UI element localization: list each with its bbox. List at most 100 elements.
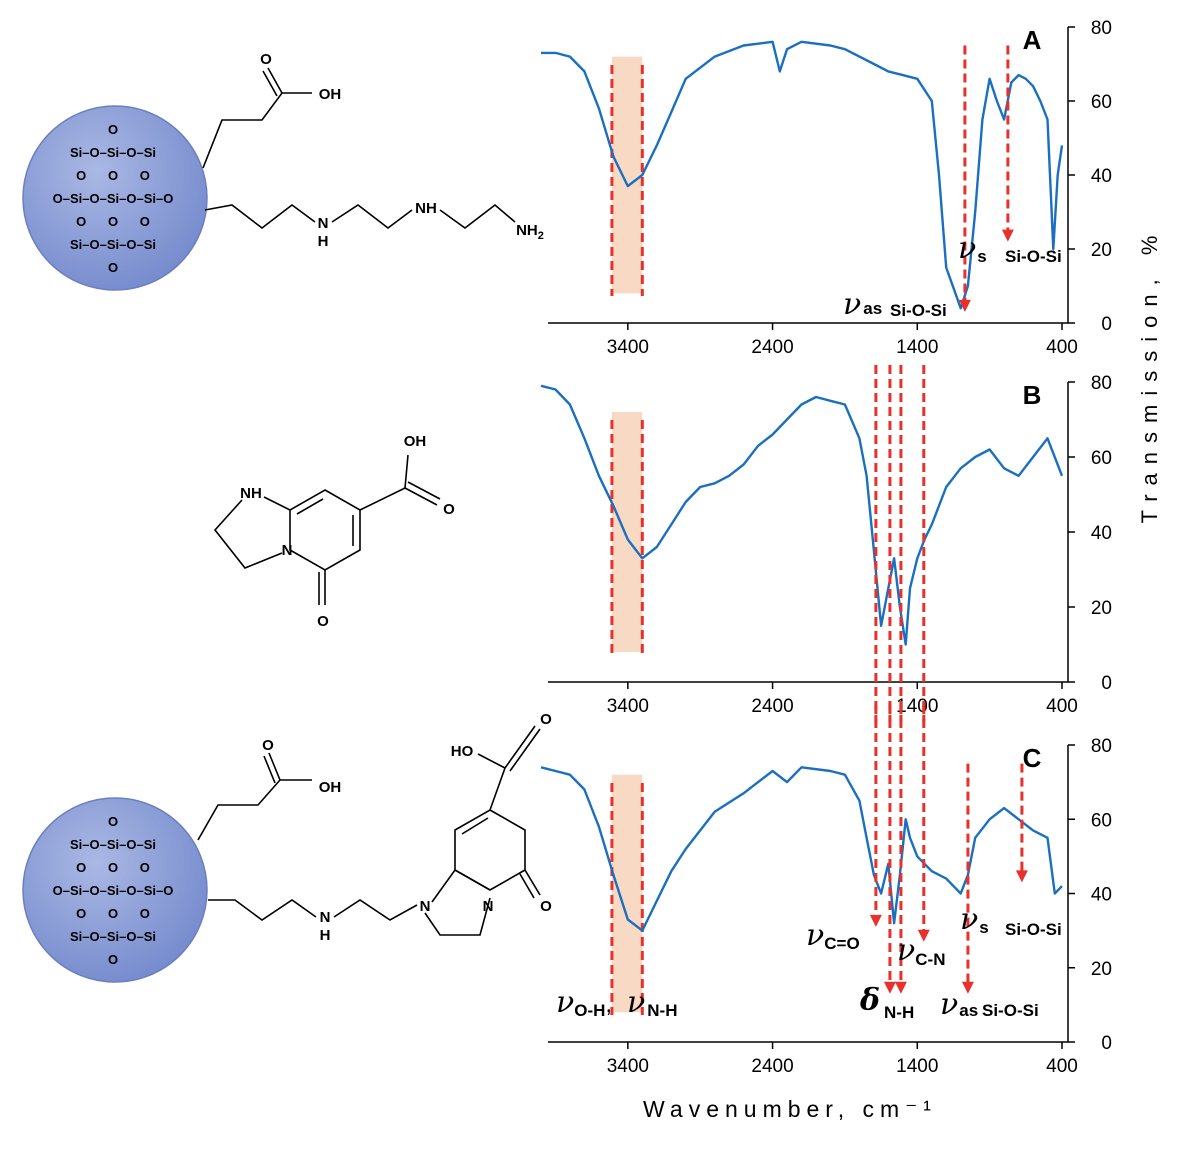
silica-row: Si–O–Si–O–Si xyxy=(70,237,156,252)
atom-label: N xyxy=(420,898,431,915)
annotation: Si-O-Si xyxy=(890,301,947,320)
annotation-symbol: ν xyxy=(627,985,645,1020)
silica-row: O O O xyxy=(76,168,150,183)
x-tick-label: 2400 xyxy=(751,696,793,717)
y-tick-label: 60 xyxy=(1091,810,1112,831)
atom-label: NH xyxy=(240,485,262,502)
silica-row: O xyxy=(108,122,118,137)
y-tick-label: 60 xyxy=(1091,92,1112,113)
annotation: νC-N xyxy=(897,933,945,969)
structure-hybrid-silica: O Si–O–Si–O–Si O O O O–Si–O–Si–O–Si–O O … xyxy=(22,711,552,983)
panel-label: C xyxy=(1023,743,1042,773)
atom-label: N xyxy=(483,898,494,915)
atom-label: OH xyxy=(319,779,342,796)
annotation: νs xyxy=(960,902,989,937)
annotation: Si-O-Si xyxy=(982,1001,1039,1020)
marker-arrowhead xyxy=(961,981,974,994)
spectrum-line xyxy=(540,384,1064,646)
atom-subscript: 2 xyxy=(538,230,544,242)
x-tick-label: 3400 xyxy=(607,696,649,717)
atom-label: HO xyxy=(451,743,474,760)
y-tick-label: 20 xyxy=(1091,598,1112,619)
silica-row: O xyxy=(108,814,118,829)
annotation: ν N-H xyxy=(627,985,677,1020)
silica-row: Si–O–Si–O–Si xyxy=(70,145,156,160)
y-tick-label: 0 xyxy=(1101,314,1112,335)
silica-row: O xyxy=(108,952,118,967)
atom-label: H xyxy=(318,233,329,250)
atom-label: OH xyxy=(404,433,427,450)
silica-row: O O O xyxy=(76,860,150,875)
annotation: δ N-H xyxy=(859,983,914,1022)
atom-label: NH xyxy=(516,222,538,239)
highlight-band xyxy=(611,774,643,1013)
y-tick-label: 80 xyxy=(1091,736,1112,757)
atom-label: O xyxy=(317,613,329,630)
x-axis-title: Wavenumber, cm⁻¹ xyxy=(643,1096,937,1122)
atom-label: NH2 xyxy=(516,222,544,242)
annotation-symbol: ν xyxy=(806,918,824,953)
highlight-band xyxy=(611,56,643,294)
marker-arrowhead xyxy=(917,929,930,942)
highlight-band xyxy=(611,412,643,652)
structure-imidazopyridone: OH O NH N O xyxy=(213,433,455,630)
y-tick-label: 20 xyxy=(1091,959,1112,980)
annotation-sub: s xyxy=(979,918,988,937)
annotation: Si-O-Si xyxy=(1005,247,1062,266)
atom-label: O xyxy=(540,711,552,728)
silica-row: Si–O–Si–O–Si xyxy=(70,929,156,944)
annotation-symbol: ν xyxy=(958,231,976,266)
annotation-sub: O-H xyxy=(574,1001,605,1020)
x-tick-label: 3400 xyxy=(607,1056,649,1077)
y-tick-label: 40 xyxy=(1091,166,1112,187)
annotation-sub: s xyxy=(977,247,986,266)
annotation-symbol: ν xyxy=(556,985,574,1020)
silica-row: O xyxy=(108,260,118,275)
x-tick-label: 1400 xyxy=(896,337,938,358)
marker-arrowhead xyxy=(958,299,971,312)
y-tick-label: 0 xyxy=(1101,1033,1112,1054)
atom-label: O xyxy=(262,737,274,754)
panel: 3400 2400 1400 400 0 20 40 60 80 C xyxy=(540,705,1112,1077)
annotations-a: ν as Si-O-Si νs Si-O-Si xyxy=(843,231,1062,322)
atom-label: N xyxy=(320,909,331,926)
silica-row: Si–O–Si–O–Si xyxy=(70,837,156,852)
marker-arrowhead xyxy=(894,981,907,994)
annotation: νC=O xyxy=(806,918,860,953)
marker-arrowhead xyxy=(1001,229,1014,242)
atom-label: N xyxy=(282,542,293,559)
atom-label: O xyxy=(540,898,552,915)
y-tick-label: 60 xyxy=(1091,448,1112,469)
x-tick-label: 400 xyxy=(1046,696,1078,717)
y-tick-label: 80 xyxy=(1091,18,1112,39)
atom-label: O xyxy=(443,501,455,518)
annotation-sub: as xyxy=(959,1001,978,1020)
annotation: νas xyxy=(940,987,978,1022)
x-tick-label: 3400 xyxy=(607,337,649,358)
annotation: νO-H, xyxy=(556,985,612,1020)
x-tick-label: 400 xyxy=(1046,337,1078,358)
x-tick-label: 1400 xyxy=(896,696,938,717)
spectrum-line xyxy=(541,40,1064,310)
x-tick-label: 400 xyxy=(1046,1056,1078,1077)
atom-label: N xyxy=(318,215,329,232)
y-tick-label: 40 xyxy=(1091,523,1112,544)
annotation-symbol: ν xyxy=(897,933,915,968)
silica-row: O O O xyxy=(76,906,150,921)
annotations-c: νO-H, ν N-H νC=O δ N-H νC-N νs Si-O-Si νas… xyxy=(556,902,1062,1022)
x-tick-label: 2400 xyxy=(751,1056,793,1077)
annotation-comma: , xyxy=(605,991,612,1018)
panel: 3400 2400 1400 400 0 20 40 60 80 A xyxy=(541,18,1112,358)
y-axis-title: Transmission, % xyxy=(1137,227,1162,524)
silica-row: O O O xyxy=(76,214,150,229)
annotation: νs xyxy=(958,231,987,266)
annotation-sub: C-N xyxy=(915,950,945,969)
y-tick-label: 80 xyxy=(1091,373,1112,394)
marker-arrowhead xyxy=(883,981,896,994)
panel: 3400 2400 1400 400 0 20 40 60 80 B xyxy=(540,365,1112,722)
marker-arrowhead xyxy=(1015,870,1028,883)
annotation-symbol: δ xyxy=(859,983,880,1018)
panel-label: A xyxy=(1023,25,1042,55)
marker-arrowhead xyxy=(869,914,882,927)
